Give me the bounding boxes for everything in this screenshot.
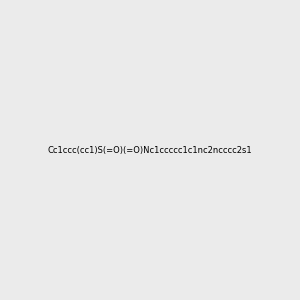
Text: Cc1ccc(cc1)S(=O)(=O)Nc1ccccc1c1nc2ncccc2s1: Cc1ccc(cc1)S(=O)(=O)Nc1ccccc1c1nc2ncccc2… [48, 146, 252, 154]
